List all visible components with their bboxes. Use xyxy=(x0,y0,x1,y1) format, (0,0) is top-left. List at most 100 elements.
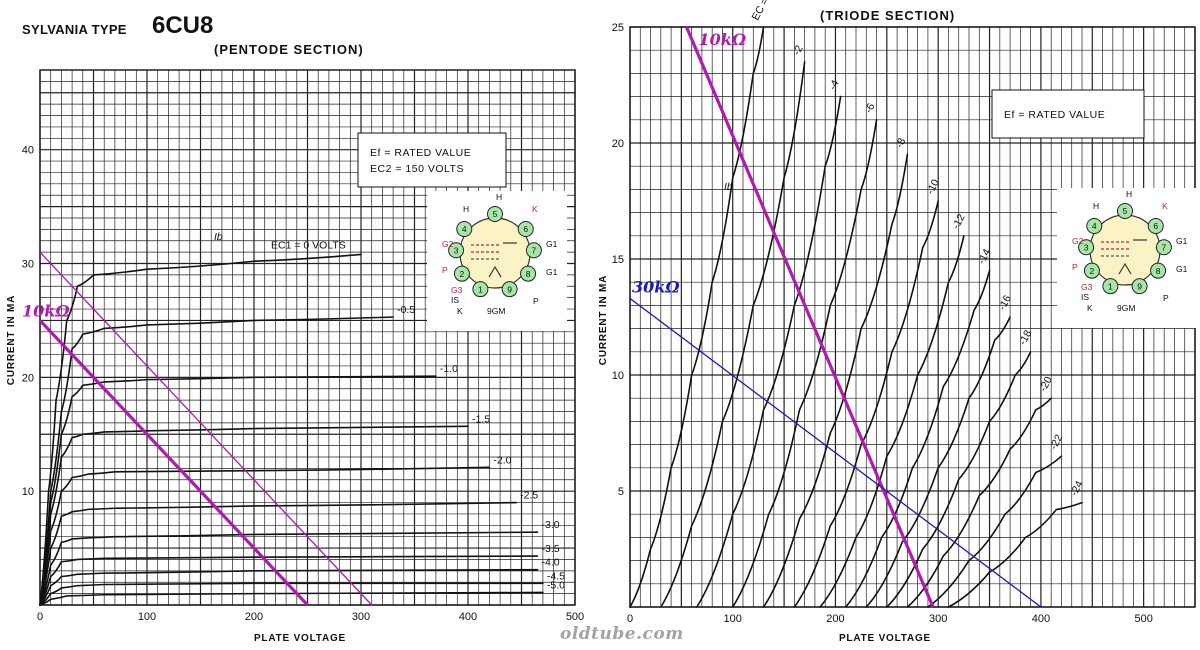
load-line xyxy=(39,251,373,606)
x-axis-label: PLATE VOLTAGE xyxy=(254,633,346,644)
pin-number: 9 xyxy=(507,284,512,294)
pin-label: IS xyxy=(451,295,459,305)
pin-label: H xyxy=(1126,189,1132,199)
curve-label: -3.5 xyxy=(542,543,560,555)
pin-circle xyxy=(525,242,542,259)
plate-curve xyxy=(39,591,544,606)
pin-label: IS xyxy=(1081,292,1089,302)
pin-number: 1 xyxy=(1108,281,1113,291)
curve-label: EC = 0 VOLTS xyxy=(750,0,793,22)
curve-label: -8 xyxy=(893,136,908,150)
curve-label: -10 xyxy=(924,177,942,196)
curve-label: -0.5 xyxy=(397,304,415,316)
pin-label: G2 xyxy=(1072,236,1084,246)
pentode-title: (PENTODE SECTION) xyxy=(214,42,364,57)
y-axis-label: CURRENT IN MA xyxy=(598,275,609,365)
curve-label: -2.5 xyxy=(520,490,538,502)
pin-label: P xyxy=(1072,262,1078,272)
plate-curve xyxy=(819,235,965,608)
pin-label: G1 xyxy=(1176,264,1188,274)
plate-curve xyxy=(731,119,878,608)
pin-number: 3 xyxy=(1084,242,1089,252)
pin-number: 5 xyxy=(1123,206,1128,216)
y-tick-label: 25 xyxy=(612,22,624,34)
pin-circle xyxy=(1155,239,1172,256)
note-text: Ef = RATED VALUE xyxy=(1004,109,1105,121)
x-tick-label: 0 xyxy=(627,613,633,625)
triode-title: (TRIODE SECTION) xyxy=(820,8,956,23)
plate-curve xyxy=(39,375,437,606)
load-line xyxy=(685,26,935,608)
pin-circle xyxy=(520,265,537,282)
curve-label: -2 xyxy=(791,43,806,57)
pin-label: G3 xyxy=(1081,282,1093,292)
ib-label: Ib xyxy=(724,181,733,193)
pin-circle xyxy=(1131,278,1148,295)
curve-label: EC1 = 0 VOLTS xyxy=(271,239,346,251)
curve-label: -1.5 xyxy=(472,413,490,425)
notes-box: Ef = RATED VALUE xyxy=(991,89,1145,139)
curve-label: -2.0 xyxy=(493,454,511,466)
pin-circle xyxy=(453,265,470,282)
load-line-label: 30kΩ xyxy=(632,277,680,296)
heater-element xyxy=(1118,262,1132,275)
watermark: oldtube.com xyxy=(560,624,684,644)
load-line-label: 10kΩ xyxy=(699,30,747,49)
curve-label: -6 xyxy=(863,101,878,115)
pin-number: 1 xyxy=(478,284,483,294)
notes-box: Ef = RATED VALUE EC2 = 150 VOLTS xyxy=(357,132,507,188)
pin-label: H xyxy=(463,204,469,214)
pin-circle xyxy=(1102,278,1119,295)
x-tick-label: 500 xyxy=(566,611,584,623)
pin-number: 5 xyxy=(493,209,498,219)
ib-label: Ib xyxy=(214,231,223,243)
pin-circle xyxy=(1117,203,1133,219)
x-tick-label: 300 xyxy=(929,613,947,625)
plate-curve xyxy=(844,269,991,608)
plate-curves: EC1 = 0 VOLTS -0.5 -1.0 -1.5 -2.0 -2.5 -3.0 -3.… xyxy=(39,239,565,606)
pin-label: G2 xyxy=(442,239,454,249)
pin-number: 6 xyxy=(1153,221,1158,231)
pin-number: 2 xyxy=(460,269,465,279)
pin-circle xyxy=(1147,217,1164,234)
heater-element xyxy=(488,265,502,278)
plate-curve xyxy=(762,153,909,608)
y-tick-label: 40 xyxy=(22,145,34,157)
x-tick-label: 200 xyxy=(826,613,844,625)
x-tick-label: 100 xyxy=(138,611,156,623)
pin-circle xyxy=(472,281,489,298)
plate-curve xyxy=(793,200,939,608)
curve-label: -3.0 xyxy=(542,519,560,531)
load-line xyxy=(629,297,1042,608)
pin-circle xyxy=(487,206,503,222)
pin-number: 7 xyxy=(532,245,537,255)
plate-curve xyxy=(660,61,806,608)
pin-circle xyxy=(1083,262,1100,279)
pin-label: P xyxy=(533,296,539,306)
x-tick-label: 100 xyxy=(724,613,742,625)
y-axis-label: CURRENT IN MA xyxy=(6,295,17,385)
curve-label: -24 xyxy=(1068,479,1086,498)
note-text: Ef = RATED VALUE xyxy=(370,147,471,159)
pin-circle xyxy=(1086,217,1103,234)
pin-label: G1 xyxy=(546,267,558,277)
curve-label: -14 xyxy=(976,247,994,266)
plate-curve xyxy=(629,26,765,608)
pin-number: 9 xyxy=(1137,281,1142,291)
pin-label: H xyxy=(1093,201,1099,211)
pin-label: K xyxy=(1087,303,1093,313)
plate-curve xyxy=(39,582,544,606)
pin-number: 8 xyxy=(526,269,531,279)
y-tick-label: 20 xyxy=(22,372,34,384)
pin-label: K xyxy=(532,204,538,214)
pin-label: G3 xyxy=(451,285,463,295)
plate-curve xyxy=(39,425,469,606)
curve-label: -1.0 xyxy=(440,363,458,375)
notes-frame xyxy=(357,132,507,188)
note-text: EC2 = 150 VOLTS xyxy=(370,163,464,175)
plate-curve xyxy=(39,531,539,606)
plate-curve xyxy=(947,501,1083,608)
plate-curve xyxy=(39,253,362,606)
base-code: 9GM xyxy=(1117,303,1135,313)
